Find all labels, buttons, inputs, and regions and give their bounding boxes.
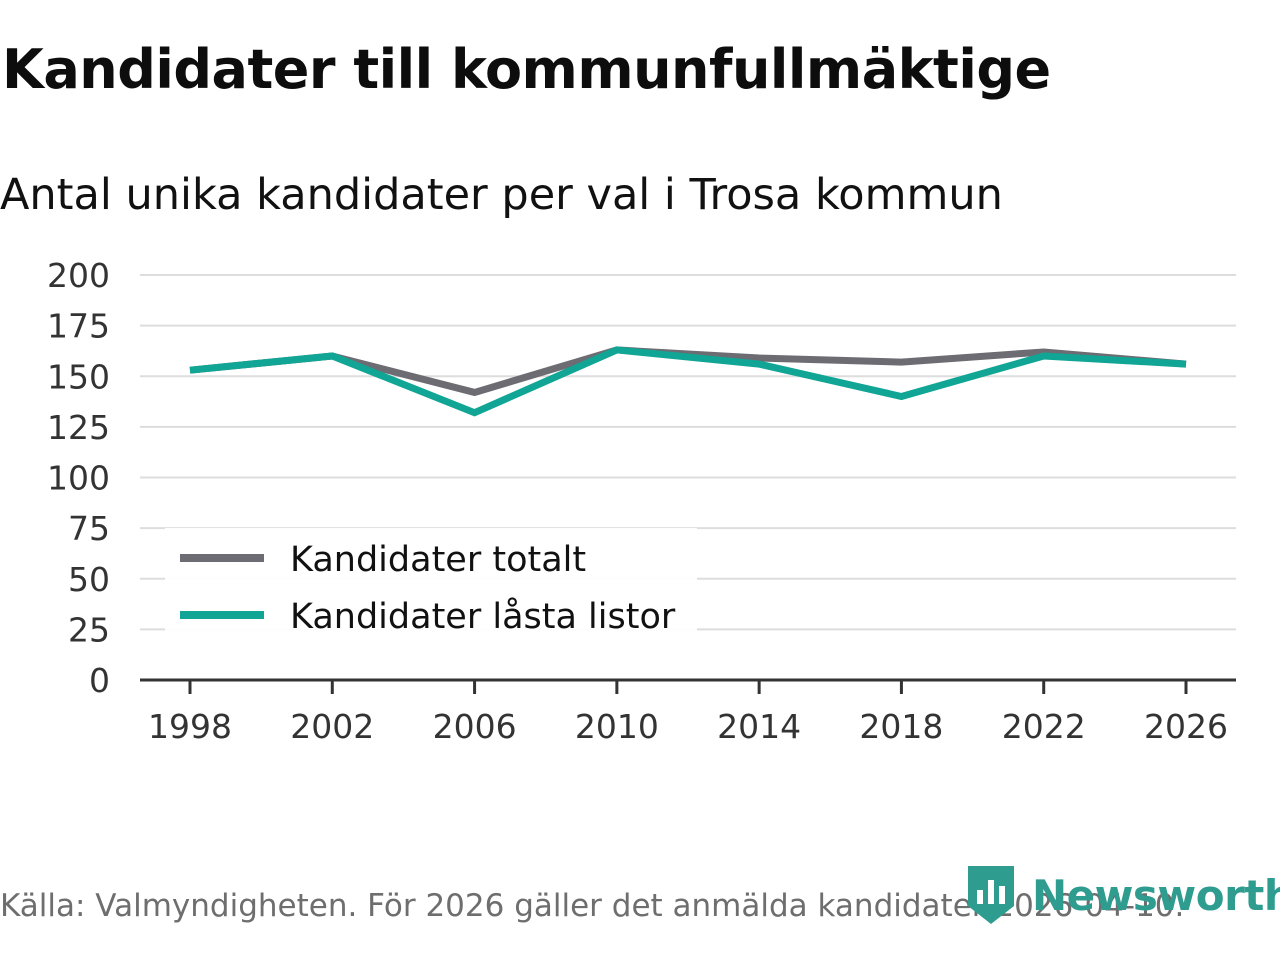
x-tick-label-2018: 2018	[859, 707, 943, 746]
legend-label-1: Kandidater låsta listor	[290, 596, 676, 637]
y-tick-label-0: 0	[89, 661, 110, 700]
y-tick-label-25: 25	[68, 610, 110, 649]
y-tick-label-75: 75	[68, 509, 110, 548]
x-tick-label-2010: 2010	[575, 707, 659, 746]
x-tick-label-2002: 2002	[290, 707, 374, 746]
x-tick-label-2022: 2022	[1002, 707, 1086, 746]
series-line-kandidater-lasta-listor	[189, 346, 1187, 417]
x-tick-label-1998: 1998	[148, 707, 232, 746]
x-tick-label-2014: 2014	[717, 707, 801, 746]
legend-label-0: Kandidater totalt	[290, 540, 586, 580]
y-tick-label-125: 125	[47, 408, 110, 447]
y-tick-label-50: 50	[68, 560, 110, 599]
legend-box	[165, 528, 697, 646]
x-tick-label-2026: 2026	[1144, 707, 1228, 746]
y-tick-label-200: 200	[47, 256, 110, 295]
newsworthy-logo-icon	[968, 866, 1014, 924]
x-tick-label-2006: 2006	[433, 707, 517, 746]
chart-subtitle: Antal unika kandidater per val i Trosa k…	[0, 170, 1003, 220]
brand-name: Newsworthy	[1032, 870, 1280, 920]
chart-title: Kandidater till kommunfullmäktige	[2, 38, 1051, 101]
y-tick-label-175: 175	[47, 307, 110, 346]
y-tick-label-150: 150	[47, 357, 110, 396]
y-tick-label-100: 100	[47, 459, 110, 498]
brand-logo: Newsworthy	[964, 862, 1280, 928]
